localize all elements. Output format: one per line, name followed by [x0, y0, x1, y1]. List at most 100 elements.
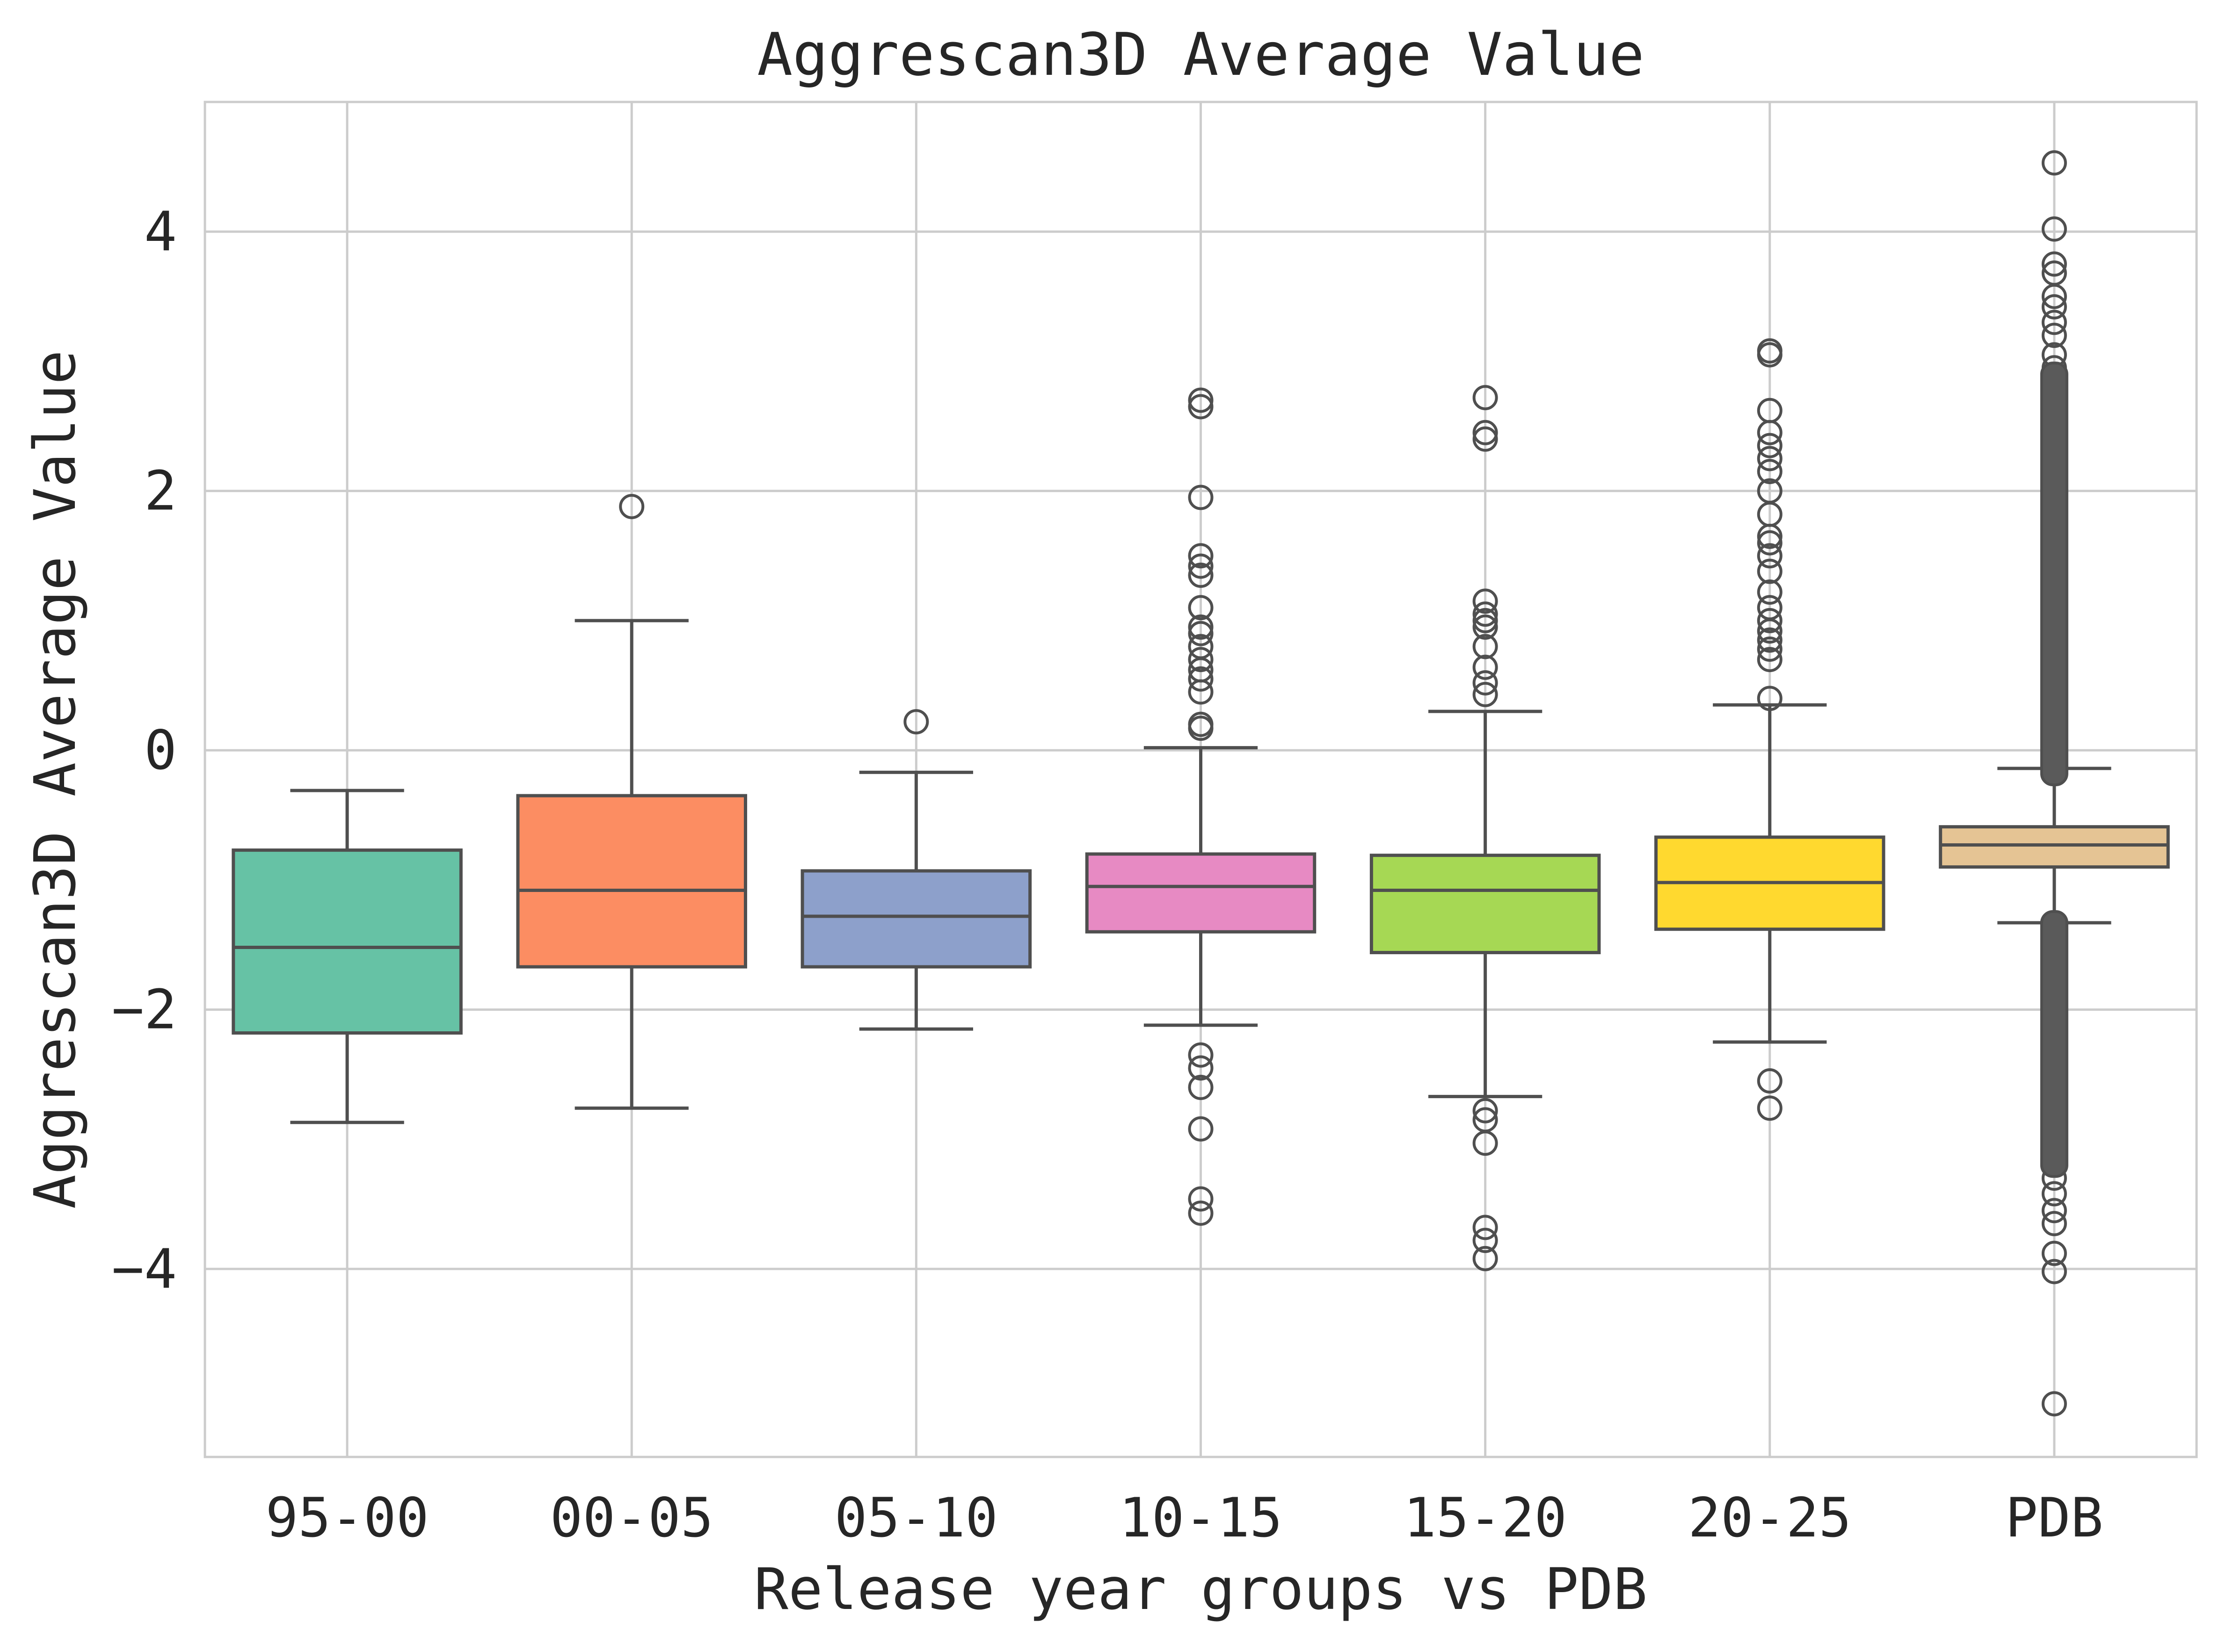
outlier-point — [1757, 627, 1782, 653]
outlier-point — [1757, 1095, 1782, 1121]
outlier-point — [2041, 1391, 2067, 1417]
outlier-point — [1188, 1074, 1214, 1100]
outlier-point — [1472, 1098, 1498, 1123]
x-tick-label: 15-20 — [1404, 1486, 1567, 1550]
box-group-00-05 — [516, 493, 747, 1110]
outlier-point — [1472, 1228, 1498, 1253]
outlier-point — [1472, 608, 1498, 633]
outlier-point — [2041, 1181, 2067, 1207]
outlier-point — [1472, 670, 1498, 696]
outlier-point — [1472, 588, 1498, 614]
outlier-point — [1757, 647, 1782, 673]
outlier-point — [619, 493, 645, 519]
outlier-point — [1757, 579, 1782, 605]
x-tick-label: 05-10 — [835, 1486, 998, 1550]
x-tick-label: 20-25 — [1688, 1486, 1851, 1550]
box-group-15-20 — [1369, 385, 1601, 1271]
dense-outliers — [2040, 362, 2068, 787]
box-iqr — [1085, 852, 1317, 934]
outlier-point — [1757, 1068, 1782, 1094]
x-tick-label: 00-05 — [550, 1486, 713, 1550]
x-tick-labels: 95-00 00-05 05-10 10-15 15-20 20-25 PDB — [265, 1486, 2103, 1550]
y-tick-label: −2 — [111, 978, 177, 1042]
outlier-point — [1472, 426, 1498, 452]
outlier-point — [1472, 1130, 1498, 1156]
outlier-point — [2041, 310, 2067, 335]
outlier-point — [2041, 216, 2067, 242]
outlier-point — [2041, 294, 2067, 320]
x-tick-label: 95-00 — [265, 1486, 429, 1550]
outlier-point — [1757, 446, 1782, 471]
outlier-point — [1757, 338, 1782, 364]
outlier-point — [1472, 681, 1498, 707]
outlier-point — [1188, 711, 1214, 737]
outlier-point — [1757, 558, 1782, 584]
outlier-point — [1188, 485, 1214, 510]
outlier-point — [1472, 601, 1498, 627]
y-tick-labels: 4 2 0 −2 −4 — [111, 200, 177, 1301]
outlier-point — [1472, 654, 1498, 680]
outlier-point — [2041, 323, 2067, 348]
box-group-10-15 — [1085, 387, 1317, 1226]
outlier-point — [1472, 614, 1498, 640]
outlier-point — [1472, 634, 1498, 659]
outlier-point — [1757, 398, 1782, 423]
outlier-point — [2041, 1210, 2067, 1236]
box-iqr — [800, 869, 1032, 969]
outlier-point — [1188, 1186, 1214, 1212]
outlier-point — [1757, 530, 1782, 556]
box-iqr — [516, 794, 747, 969]
outlier-point — [1472, 1215, 1498, 1240]
outlier-point — [1472, 420, 1498, 445]
outlier-point — [1188, 666, 1214, 692]
outlier-point — [1188, 394, 1214, 420]
outlier-point — [1188, 595, 1214, 621]
x-tick-label: 10-15 — [1119, 1486, 1282, 1550]
outlier-point — [1188, 634, 1214, 659]
outlier-point — [903, 709, 929, 735]
outlier-point — [1188, 562, 1214, 588]
outlier-point — [2041, 283, 2067, 309]
outlier-point — [1757, 433, 1782, 458]
outlier-point — [1757, 595, 1782, 621]
dense-outliers — [2040, 910, 2068, 1178]
outlier-point — [1188, 1042, 1214, 1068]
outlier-point — [1188, 1116, 1214, 1142]
gridlines — [205, 102, 2197, 1457]
outlier-point — [1757, 543, 1782, 569]
box-group-PDB — [1939, 150, 2170, 1417]
outlier-point — [1757, 686, 1782, 711]
box-group-95-00 — [232, 789, 463, 1124]
outlier-point — [1188, 543, 1214, 569]
outlier-point — [1188, 621, 1214, 646]
outlier-point — [1757, 478, 1782, 504]
y-tick-label: −4 — [111, 1238, 177, 1301]
outlier-point — [1188, 614, 1214, 640]
y-axis-label: Aggrescan3D Average Value — [22, 350, 88, 1209]
outlier-point — [1472, 1246, 1498, 1271]
y-tick-label: 2 — [144, 460, 177, 523]
box-group-05-10 — [800, 709, 1032, 1031]
box-iqr — [232, 848, 463, 1035]
outlier-point — [2041, 1259, 2067, 1284]
x-axis-label: Release year groups vs PDB — [754, 1556, 1648, 1623]
outlier-point — [2041, 1240, 2067, 1266]
outlier-point — [2041, 251, 2067, 277]
outlier-point — [1757, 636, 1782, 662]
outlier-point — [2041, 150, 2067, 176]
outlier-point — [1188, 553, 1214, 579]
outlier-point — [1472, 385, 1498, 411]
box-group-20-25 — [1654, 338, 1885, 1121]
outlier-point — [1188, 1055, 1214, 1081]
y-tick-label: 0 — [144, 719, 177, 782]
outlier-point — [1757, 459, 1782, 485]
chart-title: Aggrescan3D Average Value — [757, 20, 1644, 89]
boxes — [232, 150, 2170, 1417]
plot-frame — [204, 101, 2198, 1458]
y-tick-label: 4 — [144, 200, 177, 263]
outlier-point — [1188, 387, 1214, 413]
box-iqr — [1369, 854, 1601, 955]
outlier-point — [1188, 647, 1214, 673]
